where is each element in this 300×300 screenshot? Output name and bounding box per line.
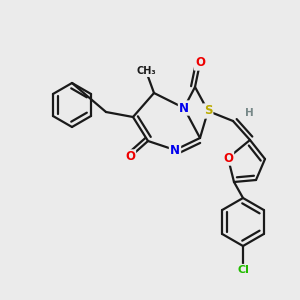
Text: H: H [244,108,253,118]
Text: O: O [195,56,205,70]
Text: Cl: Cl [237,265,249,275]
Text: O: O [223,152,233,164]
Text: S: S [204,104,212,118]
Text: N: N [179,101,189,115]
Text: CH₃: CH₃ [136,66,156,76]
Text: O: O [125,151,135,164]
Text: N: N [170,143,180,157]
